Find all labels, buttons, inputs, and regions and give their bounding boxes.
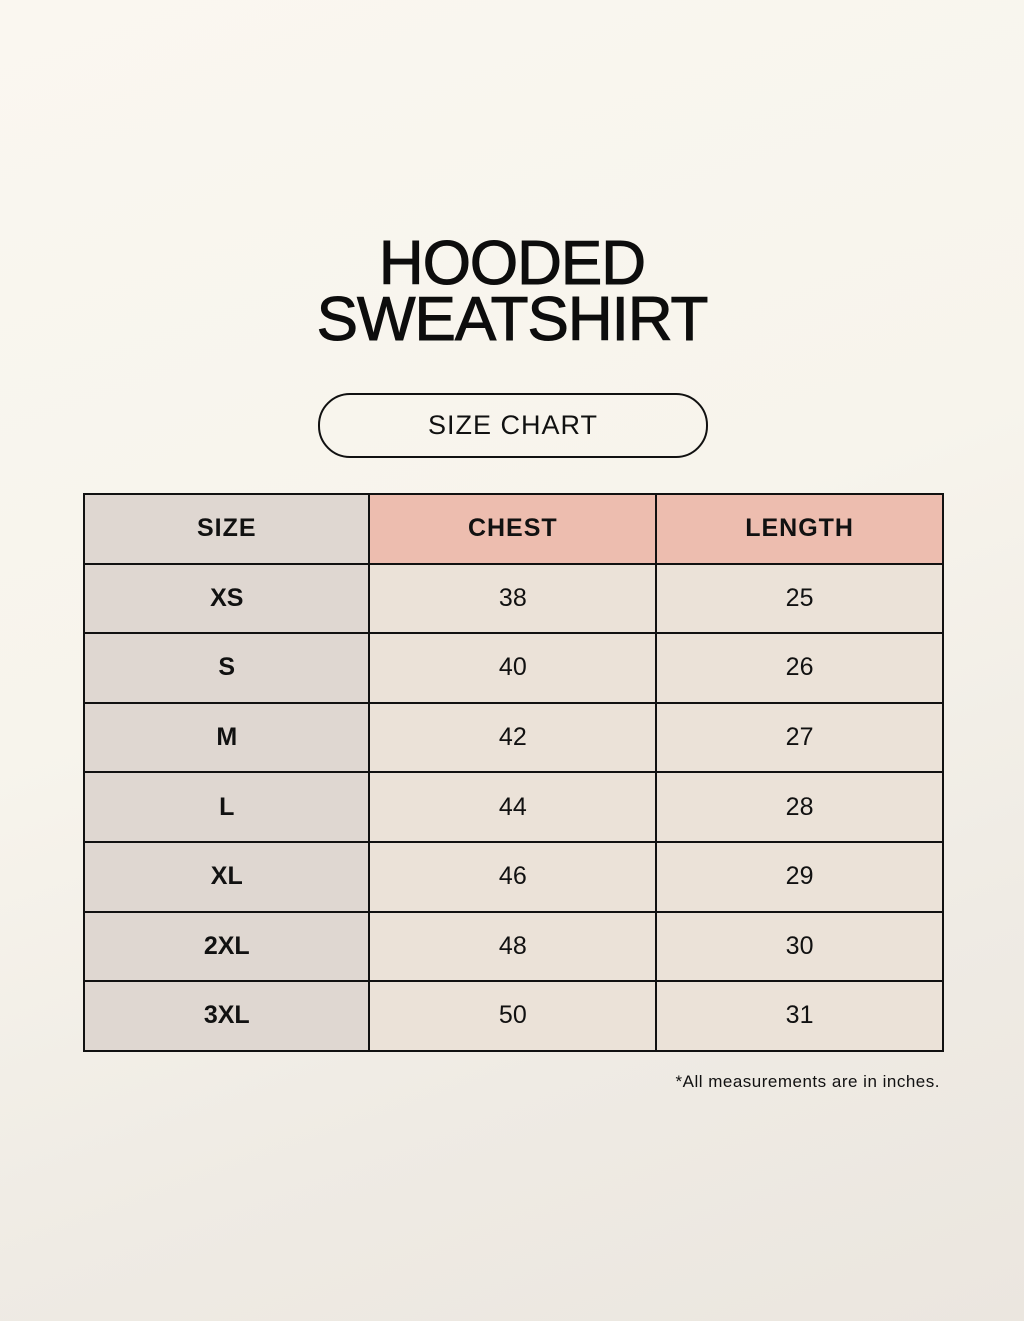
title-line-2: SWEATSHIRT xyxy=(316,285,709,354)
cell-chest: 42 xyxy=(368,701,658,774)
cell-length: 31 xyxy=(655,980,944,1052)
table-row: XL 46 29 xyxy=(82,840,944,913)
cell-chest: 44 xyxy=(368,771,658,843)
size-chart-badge: SIZE CHART xyxy=(318,393,708,458)
cell-length: 27 xyxy=(655,701,944,774)
table-row: 3XL 50 31 xyxy=(82,980,944,1052)
header-chest: CHEST xyxy=(368,493,658,565)
cell-length: 25 xyxy=(655,562,944,635)
cell-length: 26 xyxy=(655,632,944,704)
title-line-1: HOODED xyxy=(378,229,646,298)
cell-size: 2XL xyxy=(82,910,371,983)
table-header-row: SIZE CHEST LENGTH xyxy=(82,493,944,565)
size-table: SIZE CHEST LENGTH XS 38 25 S 40 26 M 42 27 L 44 28 X… xyxy=(82,493,944,1052)
cell-chest: 48 xyxy=(368,910,658,983)
cell-chest: 50 xyxy=(368,980,658,1052)
cell-chest: 38 xyxy=(368,562,658,635)
page-title: HOODED SWEATSHIRT xyxy=(0,229,1024,354)
header-length: LENGTH xyxy=(655,493,944,565)
cell-length: 30 xyxy=(655,910,944,983)
measurement-note: *All measurements are in inches. xyxy=(675,1072,940,1091)
table-row: L 44 28 xyxy=(82,771,944,843)
cell-size: XL xyxy=(82,840,371,913)
header-size: SIZE xyxy=(82,493,371,565)
table-row: M 42 27 xyxy=(82,701,944,774)
cell-chest: 46 xyxy=(368,840,658,913)
cell-length: 28 xyxy=(655,771,944,843)
cell-size: XS xyxy=(82,562,371,635)
cell-size: 3XL xyxy=(82,980,371,1052)
table-row: XS 38 25 xyxy=(82,562,944,635)
cell-size: S xyxy=(82,632,371,704)
cell-length: 29 xyxy=(655,840,944,913)
cell-chest: 40 xyxy=(368,632,658,704)
table-row: S 40 26 xyxy=(82,632,944,704)
cell-size: L xyxy=(82,771,371,843)
table-row: 2XL 48 30 xyxy=(82,910,944,983)
cell-size: M xyxy=(82,701,371,774)
size-chart-label: SIZE CHART xyxy=(427,410,599,440)
